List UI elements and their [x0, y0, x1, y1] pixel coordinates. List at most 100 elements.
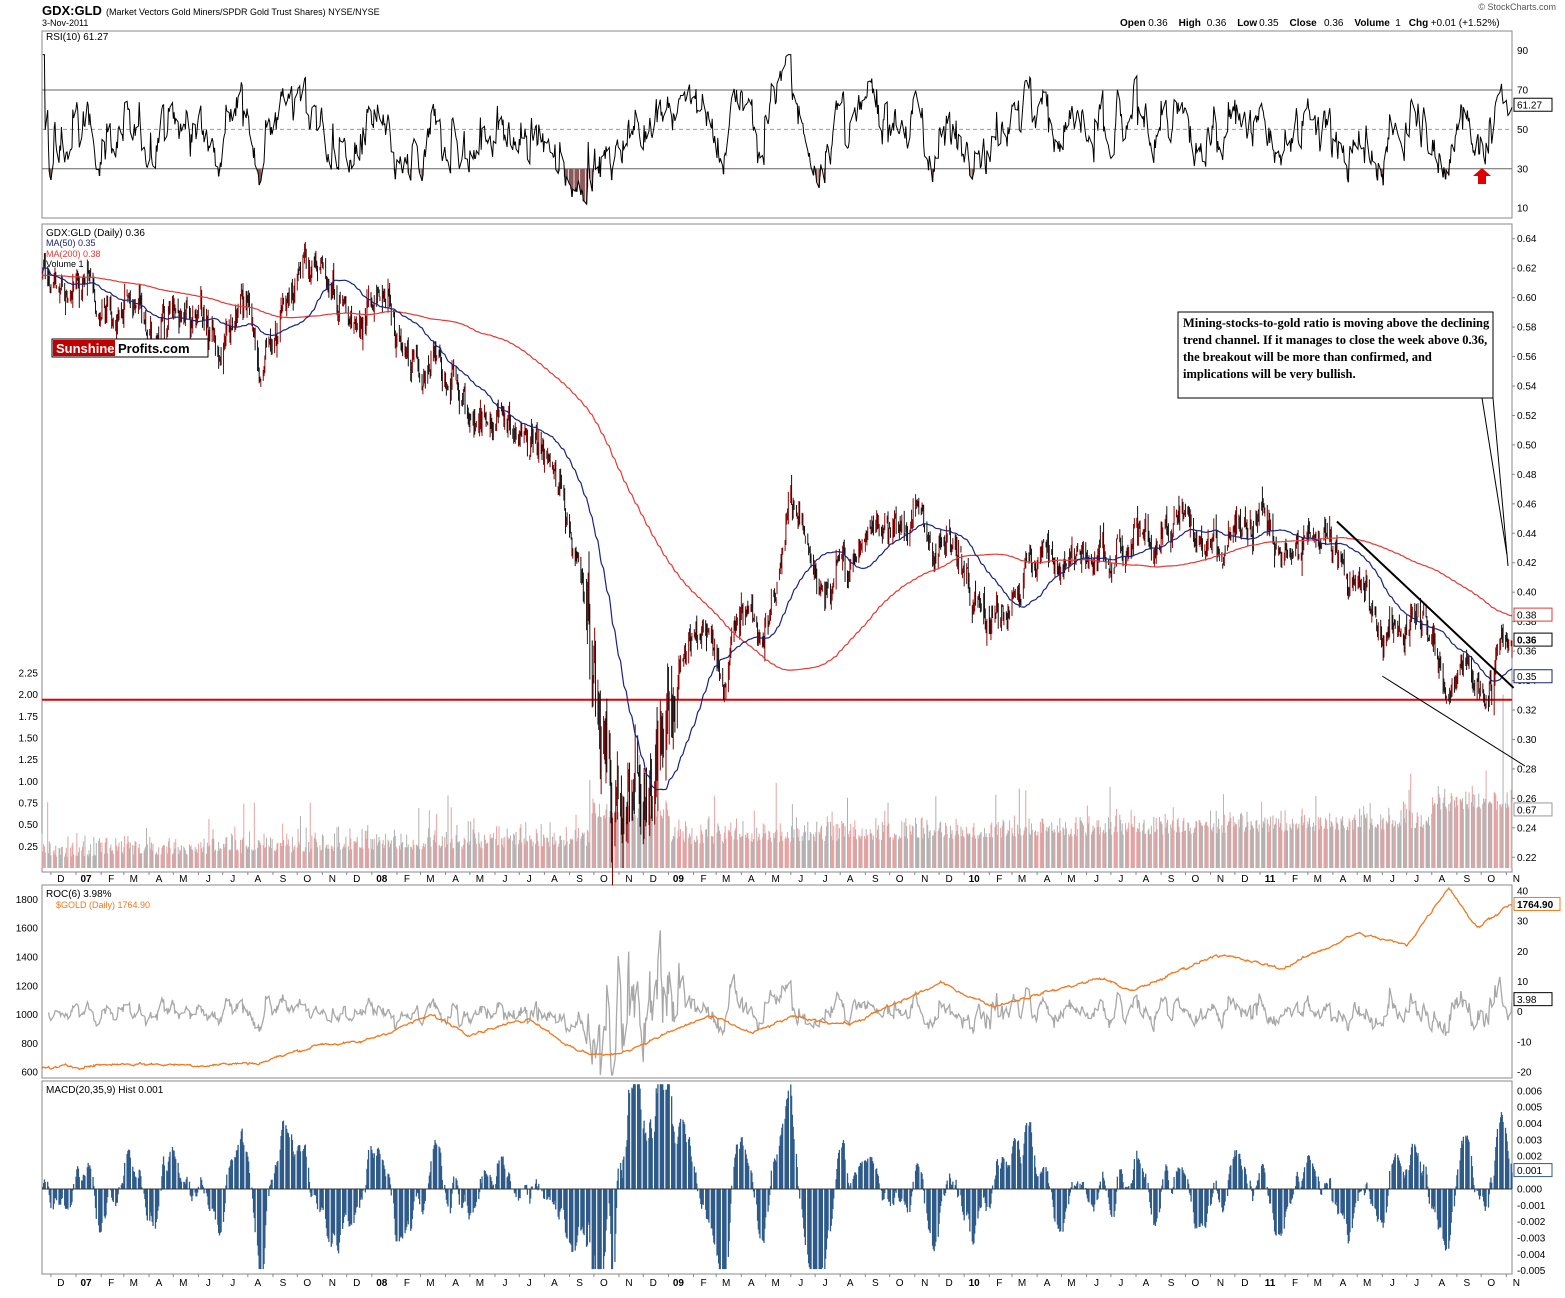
x-tick-label: S — [280, 874, 287, 885]
x-tick-label: N — [625, 874, 632, 885]
x-tick-label: J — [206, 874, 211, 885]
volume-tick-label: 0.25 — [19, 842, 39, 853]
x-tick-label: A — [452, 874, 459, 885]
rsi-tick-label: 30 — [1517, 164, 1529, 175]
macd-tick-label: -0.001 — [1517, 1201, 1546, 1212]
x-tick-label: 10 — [969, 1278, 981, 1289]
macd-panel: 0.006 0.005 0.004 0.003 0.002 0.001 0.000 -0.00… — [42, 1084, 1553, 1277]
x-tick-label: D — [353, 1278, 360, 1289]
x-tick-label: A — [551, 874, 558, 885]
gold-tick-label: 1600 — [16, 924, 39, 935]
x-tick-label: D — [1241, 874, 1248, 885]
macd-value-label-box — [1513, 1163, 1553, 1178]
x-tick-label: S — [1464, 1278, 1471, 1289]
x-tick-label: J — [1118, 1278, 1123, 1289]
x-tick-label: F — [1292, 874, 1298, 885]
x-tick-label: M — [130, 1278, 138, 1289]
x-tick-label: N — [329, 874, 336, 885]
close-value-label-box — [1513, 632, 1553, 647]
x-tick-label: O — [600, 1278, 608, 1289]
volume-tick-label: 1.50 — [19, 734, 39, 745]
x-tick-label: 10 — [969, 874, 981, 885]
x-tick-label: J — [798, 874, 803, 885]
price-tick-label: 0.52 — [1517, 411, 1537, 422]
chart-date: 3-Nov-2011 — [42, 18, 88, 28]
rsi-tick-label: 50 — [1517, 125, 1529, 136]
trendline-lower — [1382, 675, 1526, 767]
x-tick-label: S — [576, 1278, 583, 1289]
roc-tick-label: 30 — [1517, 917, 1529, 928]
quote-value: 0.36 — [1207, 18, 1227, 29]
symbol-description: (Market Vectors Gold Miners/SPDR Gold Tr… — [106, 7, 380, 17]
x-axis: D 07 F M A M J J A S O N D 08 F M A M J J A S O N D 09 F M A M J J A S O N D… — [50, 872, 1520, 1289]
macd-tick-label: -0.005 — [1517, 1266, 1546, 1277]
gold-value-label: 1764.90 — [1517, 900, 1554, 911]
volume-tick-label: 2.00 — [19, 690, 39, 701]
macd-tick-label: -0.002 — [1517, 1217, 1546, 1228]
volume-bars — [41, 694, 1513, 868]
quote-value: 1 — [1395, 18, 1401, 29]
rsi-panel: 90 70 50 30 10 61.27 — [42, 46, 1553, 215]
x-tick-label: M — [1363, 1278, 1371, 1289]
logo-part-2: Profits.com — [118, 341, 190, 356]
x-tick-label: A — [1438, 874, 1445, 885]
roc-legend: ROC(6) 3.98% — [46, 889, 112, 900]
macd-legend: MACD(20,35,9) Hist 0.001 — [46, 1085, 164, 1096]
roc-tick-label: 0 — [1517, 1007, 1523, 1018]
rsi-tick-label: 90 — [1517, 46, 1529, 57]
x-tick-label: N — [329, 1278, 336, 1289]
x-tick-label: O — [303, 1278, 311, 1289]
x-tick-label: O — [896, 1278, 904, 1289]
x-tick-label: D — [57, 874, 64, 885]
gold-tick-label: 1400 — [16, 953, 39, 964]
quote-label: Close — [1290, 18, 1318, 29]
x-tick-label: A — [847, 874, 854, 885]
x-tick-label: S — [576, 874, 583, 885]
ma200-value-label: 0.38 — [1517, 611, 1537, 622]
quote-label: Volume — [1354, 18, 1390, 29]
roc-gold-panel: 40 30 20 10 0 -10 -20 1800 1600 1400 1200 1000 800 60… — [16, 887, 1561, 1079]
x-tick-label: F — [404, 874, 410, 885]
annotation-box — [1177, 311, 1494, 399]
gold-tick-label: 1800 — [16, 895, 39, 906]
x-tick-label: J — [1390, 1278, 1395, 1289]
macd-tick-label: 0.004 — [1517, 1119, 1542, 1130]
macd-tick-label: 0.006 — [1517, 1086, 1542, 1097]
x-tick-label: J — [502, 874, 507, 885]
volume-tick-label: 1.25 — [19, 755, 39, 766]
price-axis: 0.64 0.62 0.60 0.58 0.56 0.54 0.52 0.50 0.48 0.46… — [1512, 234, 1537, 864]
annotation-pointer — [1481, 397, 1508, 556]
x-tick-label: M — [476, 1278, 484, 1289]
ma200-value-label-box — [1513, 607, 1553, 622]
x-tick-label: A — [1044, 874, 1051, 885]
price-tick-label: 0.26 — [1517, 794, 1537, 805]
volume-axis: 2.25 2.00 1.75 1.50 1.25 1.00 0.75 0.50 0.25 — [19, 669, 39, 853]
quote-row: Open 0.36 High 0.36 Low 0.35 Close 0.36 Volume 1 C… — [1120, 18, 1500, 29]
macd-tick-label: 0.002 — [1517, 1152, 1542, 1163]
gold-tick-label: 1000 — [16, 1010, 39, 1021]
volume-value-label-box — [1513, 802, 1553, 817]
x-tick-label: A — [748, 1278, 755, 1289]
x-tick-label: 11 — [1265, 874, 1276, 885]
price-tick-label: 0.44 — [1517, 529, 1537, 540]
x-tick-label: A — [254, 1278, 261, 1289]
x-tick-label: M — [1314, 1278, 1322, 1289]
panel-frames — [41, 30, 1513, 1275]
x-tick-label: O — [896, 874, 904, 885]
x-tick-label: 07 — [80, 1278, 92, 1289]
x-tick-label: M — [722, 874, 730, 885]
volume-tick-label: 1.75 — [19, 712, 39, 723]
x-tick-label: M — [1314, 874, 1322, 885]
x-tick-label: J — [823, 874, 828, 885]
x-tick-label: D — [353, 874, 360, 885]
roc-value-label: 3.98 — [1517, 995, 1537, 1006]
price-tick-label: 0.22 — [1517, 853, 1537, 864]
frame-price — [41, 223, 1513, 873]
macd-tick-label: 0.000 — [1517, 1184, 1542, 1195]
price-tick-label: 0.54 — [1517, 382, 1537, 393]
x-tick-label: D — [650, 874, 657, 885]
x-tick-label: O — [1192, 1278, 1200, 1289]
price-tick-label: 0.28 — [1517, 764, 1537, 775]
symbol-title: GDX:GLD — [42, 3, 102, 18]
